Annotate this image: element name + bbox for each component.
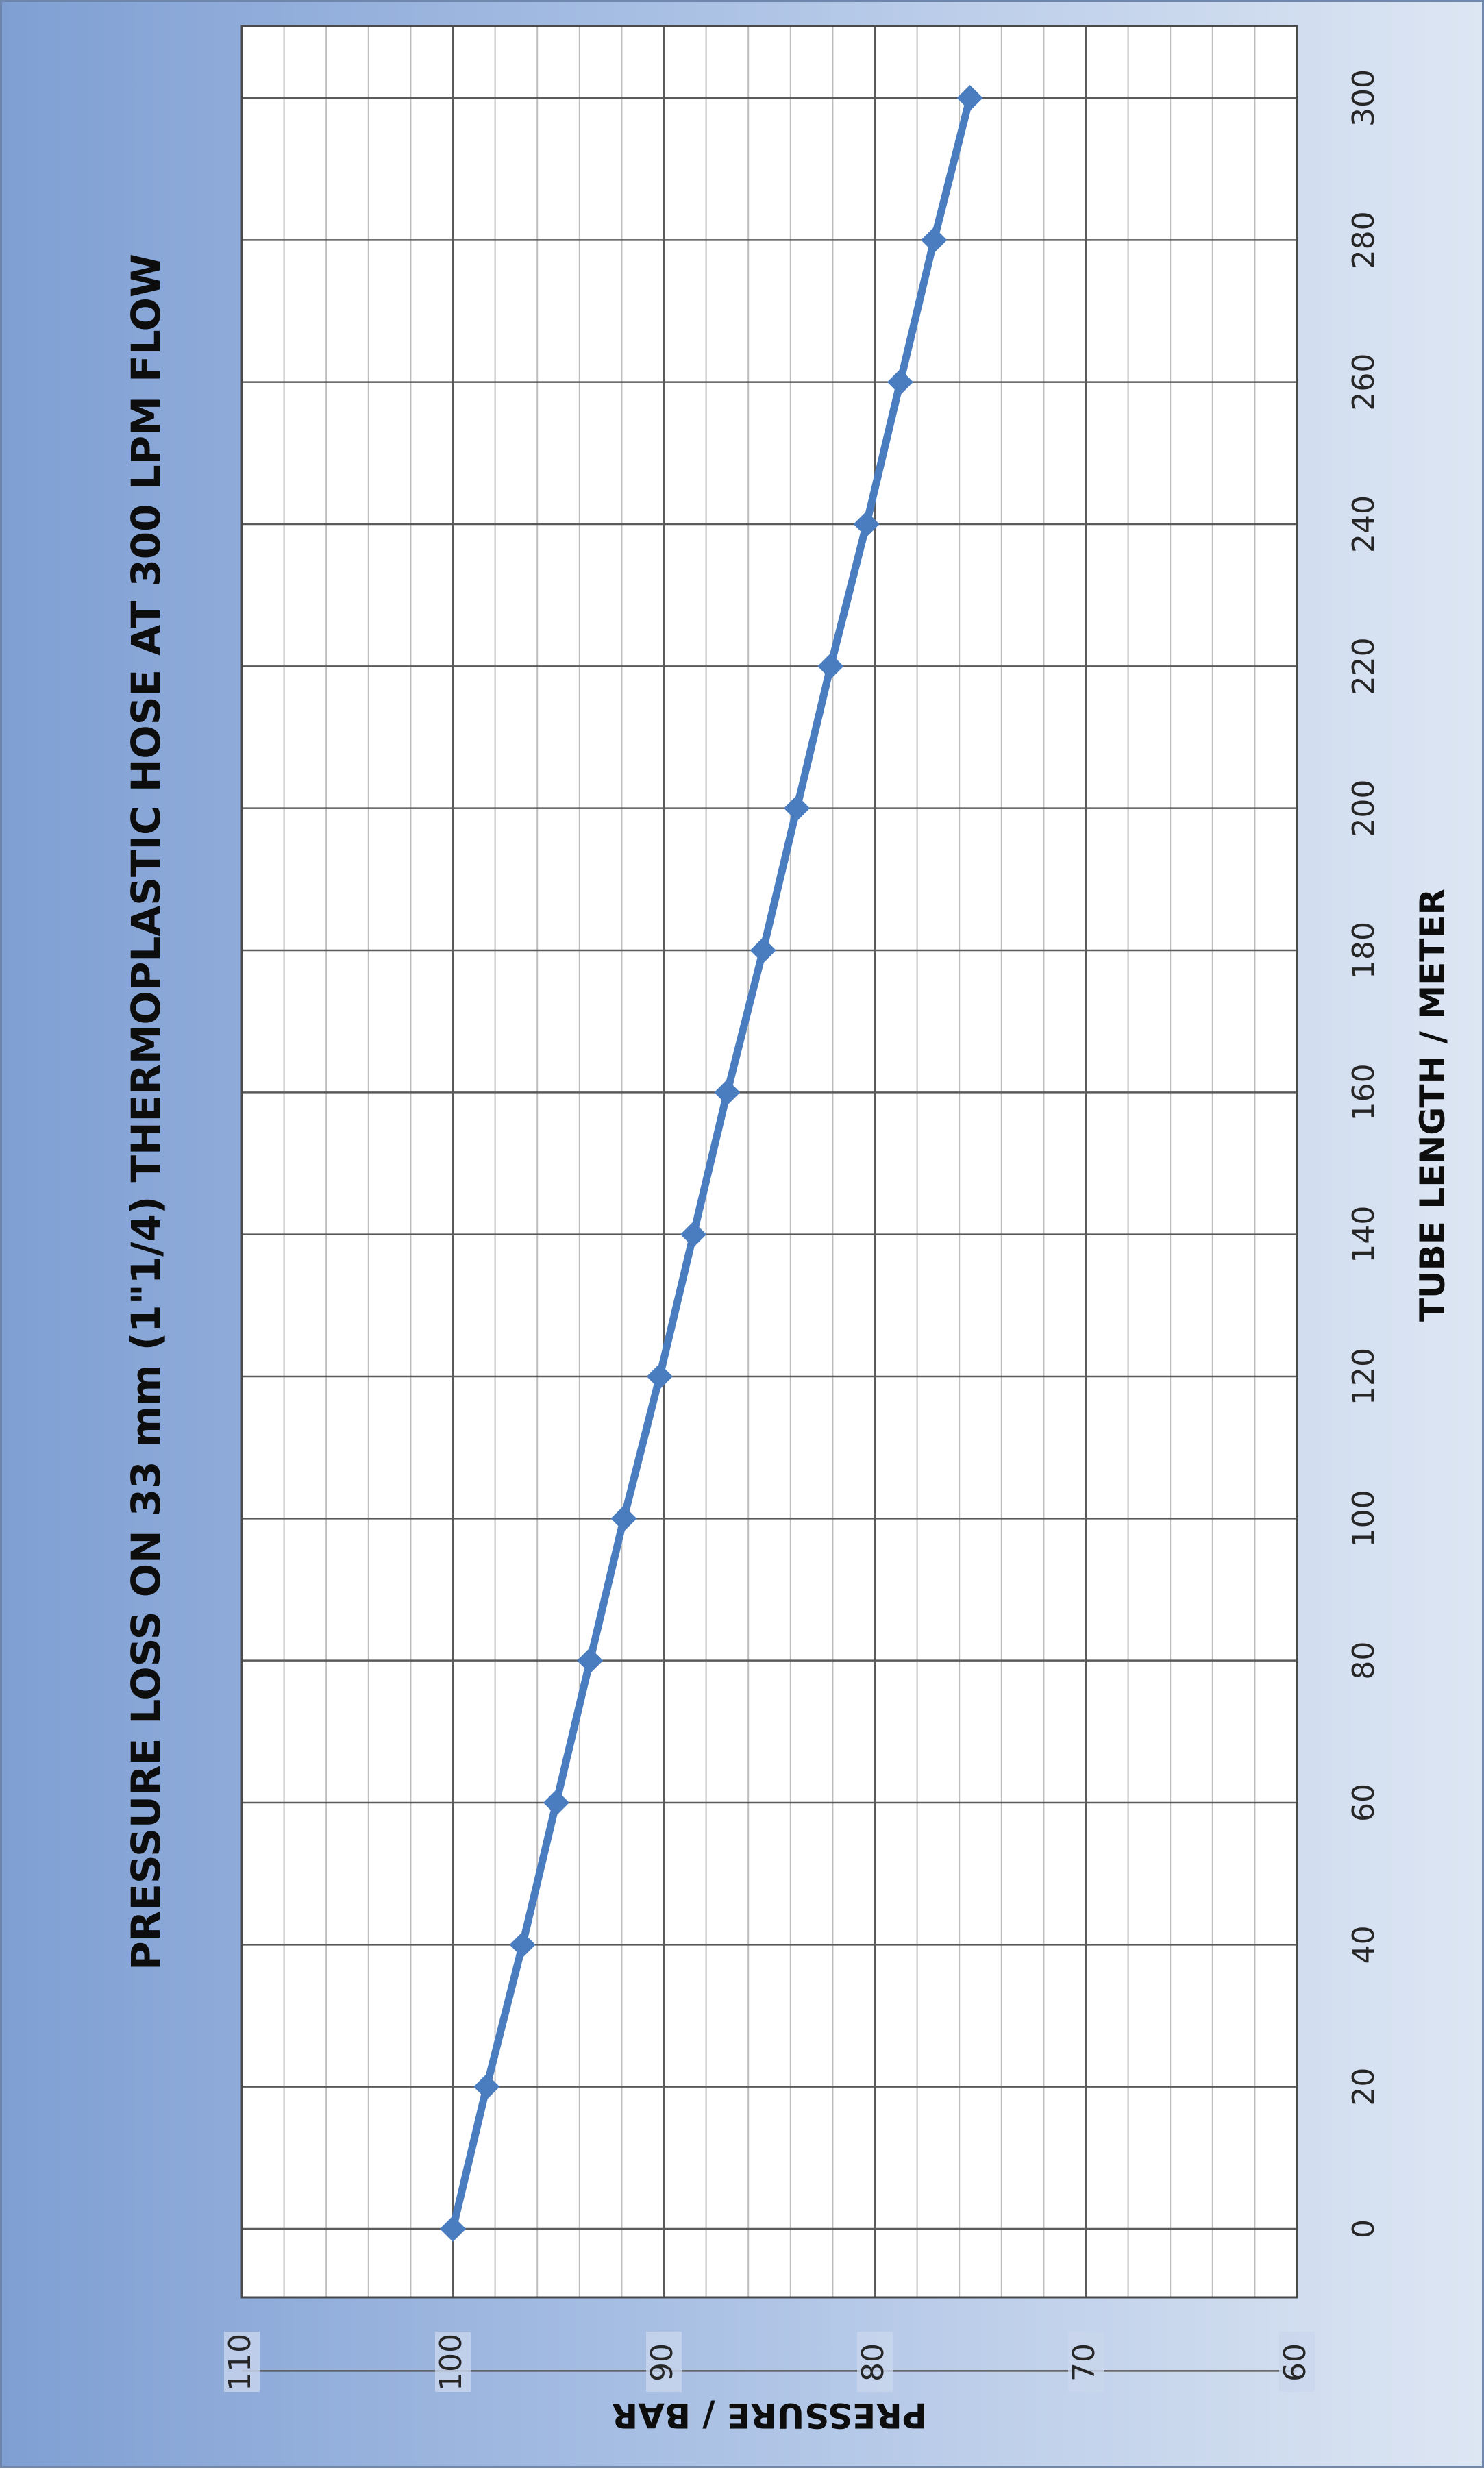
x-axis-label: TUBE LENGTH / METER bbox=[1413, 889, 1452, 1322]
y-axis-label: PRESSURE / BAR bbox=[612, 2395, 928, 2435]
x-tick-labels: 0 20 40 60 80 100 120 140 160 180 200 220 240 260 280 3… bbox=[1346, 69, 1381, 2238]
x-tick-label: 280 bbox=[1346, 211, 1381, 269]
x-tick-label: 20 bbox=[1346, 2068, 1381, 2106]
data-point-marker bbox=[577, 1647, 604, 1674]
data-point-marker bbox=[473, 2073, 500, 2100]
y-tick-label: 60 bbox=[1278, 2343, 1313, 2382]
y-tick-label-bg bbox=[224, 2332, 260, 2392]
data-point-marker bbox=[921, 227, 948, 254]
x-tick-label: 0 bbox=[1346, 2219, 1381, 2238]
x-tick-label: 80 bbox=[1346, 1642, 1381, 1680]
y-tick-label: 110 bbox=[223, 2334, 258, 2391]
data-point-marker bbox=[509, 1931, 536, 1958]
plot-border bbox=[240, 25, 1298, 2299]
x-tick-label: 260 bbox=[1346, 354, 1381, 411]
y-tick-label: 70 bbox=[1067, 2343, 1102, 2382]
y-tick-label-bg bbox=[646, 2332, 682, 2392]
chart-title: PRESSURE LOSS ON 33 mm (1"1/4) THERMOPLA… bbox=[123, 254, 169, 1971]
y-tick-label-bg bbox=[1279, 2332, 1315, 2392]
x-tick-label: 120 bbox=[1346, 1348, 1381, 1405]
x-tick-label: 100 bbox=[1346, 1490, 1381, 1547]
y-tick-label-bg bbox=[857, 2332, 893, 2392]
data-point-marker bbox=[853, 511, 880, 537]
series-line bbox=[449, 97, 974, 2230]
y-tick-label: 90 bbox=[645, 2343, 680, 2382]
y-tick-label: 100 bbox=[434, 2334, 469, 2391]
plot-area bbox=[242, 26, 1297, 2297]
x-tick-label: 240 bbox=[1346, 495, 1381, 553]
x-tick-label: 40 bbox=[1346, 1925, 1381, 1964]
x-tick-label: 140 bbox=[1346, 1206, 1381, 1263]
data-point-marker bbox=[610, 1505, 637, 1532]
y-tick-label-bg bbox=[435, 2332, 471, 2392]
data-point-marker bbox=[887, 369, 913, 395]
data-point-marker bbox=[646, 1363, 673, 1390]
data-point-marker bbox=[956, 85, 983, 111]
data-point-marker bbox=[440, 2216, 466, 2242]
x-tick-label: 160 bbox=[1346, 1063, 1381, 1121]
y-tick-label-bg bbox=[1068, 2332, 1104, 2392]
data-point-marker bbox=[543, 1790, 569, 1816]
y-tick-labels: 60 70 80 90 100 110 bbox=[223, 2332, 1315, 2392]
y-tick-label: 80 bbox=[856, 2343, 891, 2382]
x-tick-label: 300 bbox=[1346, 69, 1381, 127]
data-point-marker bbox=[714, 1079, 741, 1106]
data-point-marker bbox=[784, 795, 811, 822]
data-point-marker bbox=[680, 1221, 707, 1248]
x-tick-label: 60 bbox=[1346, 1783, 1381, 1822]
data-point-marker bbox=[817, 653, 844, 680]
x-tick-label: 220 bbox=[1346, 637, 1381, 695]
grid bbox=[240, 25, 1298, 2372]
series-layer bbox=[440, 85, 983, 2242]
data-point-marker bbox=[750, 937, 776, 963]
x-tick-label: 200 bbox=[1346, 780, 1381, 837]
x-tick-label: 180 bbox=[1346, 922, 1381, 979]
